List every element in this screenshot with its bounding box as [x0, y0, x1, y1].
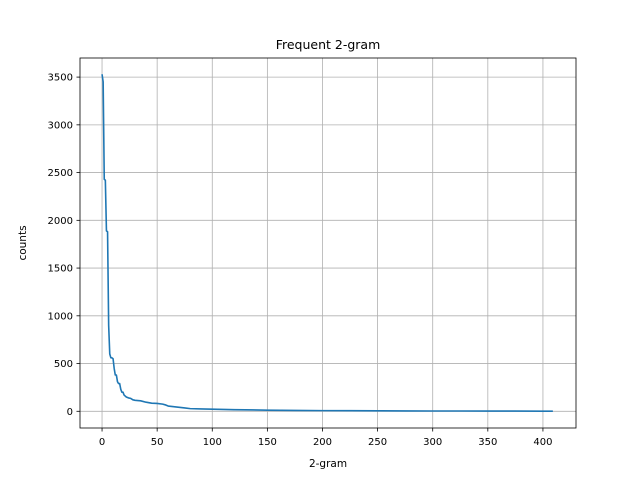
y-tick-label: 1000	[48, 311, 73, 322]
chart-title: Frequent 2-gram	[276, 37, 381, 52]
x-axis-label: 2-gram	[309, 458, 347, 470]
x-tick-label: 400	[533, 437, 552, 448]
x-axis-ticks: 0 50 100 150 200 250 300 350 400	[99, 428, 552, 448]
y-tick-label: 3500	[48, 73, 73, 84]
x-tick-label: 200	[313, 437, 332, 448]
x-tick-label: 350	[478, 437, 497, 448]
x-tick-label: 250	[368, 437, 387, 448]
plot-frame	[79, 57, 577, 429]
x-tick-label: 300	[423, 437, 442, 448]
y-tick-label: 0	[67, 407, 73, 418]
y-tick-label: 500	[54, 359, 73, 370]
y-axis-ticks: 0 500 1000 1500 2000 2500 3000 3500	[48, 73, 80, 418]
y-tick-label: 3000	[48, 120, 73, 131]
y-tick-label: 2500	[48, 168, 73, 179]
y-tick-label: 2000	[48, 216, 73, 227]
counts-series-line	[101, 74, 553, 412]
x-gridlines	[101, 58, 544, 428]
x-tick-label: 100	[203, 437, 222, 448]
plot-area	[80, 58, 576, 428]
y-axis-label: counts	[17, 225, 29, 260]
y-tick-label: 1500	[48, 264, 73, 275]
x-tick-label: 50	[151, 437, 164, 448]
x-tick-label: 150	[258, 437, 277, 448]
x-tick-label: 0	[99, 437, 105, 448]
